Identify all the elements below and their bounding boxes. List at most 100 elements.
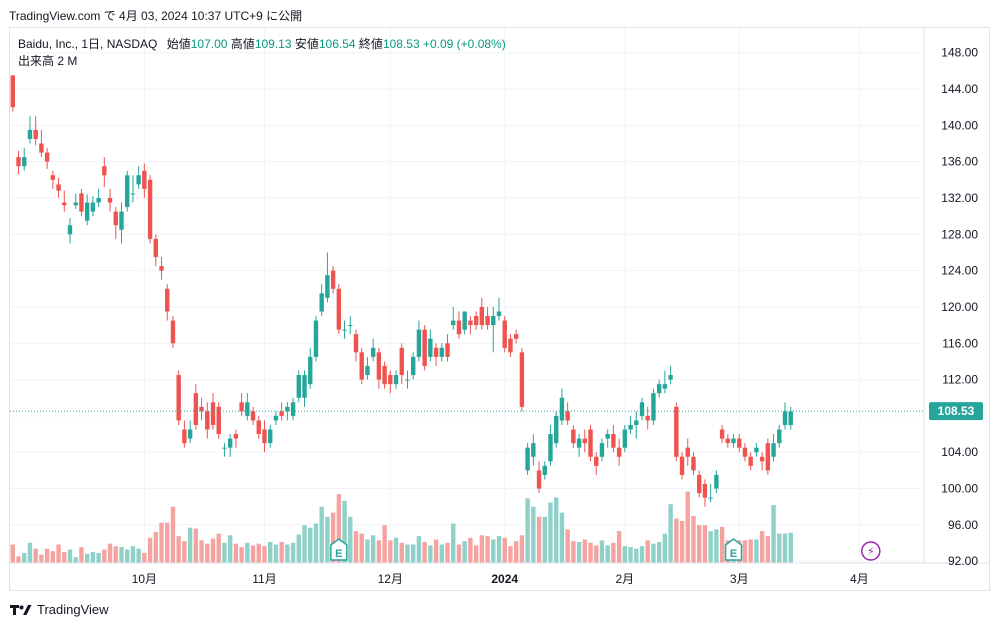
candle-body (44, 152, 50, 162)
volume-bar (691, 515, 696, 563)
volume-bar (582, 539, 587, 563)
candle-body (39, 143, 44, 153)
publish-caption: TradingView.com で 4月 03, 2024 10:37 UTC+… (9, 9, 303, 23)
candle (210, 393, 216, 430)
candle (33, 116, 38, 146)
earnings-icon (724, 538, 743, 561)
candle-body (788, 411, 793, 425)
candle-body (62, 202, 67, 206)
volume-bars (10, 491, 793, 563)
earnings-letter: E (730, 548, 737, 560)
candle (153, 234, 158, 267)
volume-bar (645, 540, 650, 563)
candle (439, 343, 444, 362)
candle (250, 406, 256, 425)
candle (256, 415, 261, 439)
volume-bar (187, 527, 193, 563)
candle (691, 452, 696, 475)
earnings-marker[interactable]: E (330, 538, 348, 561)
candle (451, 306, 456, 330)
time-axis[interactable]: 10月 11月 12月 2024 2月 3月 4月 (132, 572, 869, 586)
candle (245, 393, 250, 421)
candle (485, 306, 490, 330)
earnings-marker[interactable]: E (724, 538, 743, 561)
earnings-icon (330, 538, 348, 561)
volume-value: 2 M (57, 54, 78, 68)
candle-body (119, 211, 124, 230)
candle-body (513, 334, 519, 339)
candle-body (691, 456, 696, 471)
candle-body (22, 157, 27, 167)
candle-body (433, 347, 439, 357)
volume-bar (142, 552, 147, 563)
price-axis[interactable]: 92.0096.00100.00104.00108.00112.00116.00… (941, 46, 978, 568)
candle-body (342, 329, 347, 331)
volume-bar (651, 543, 656, 563)
volume-bar (599, 540, 605, 563)
candle-body (10, 75, 15, 108)
close-label: 終値 (358, 37, 383, 51)
tradingview-logo-icon (10, 604, 32, 615)
candle-body (742, 447, 748, 457)
candle-body (79, 193, 84, 212)
volume-bar (353, 531, 359, 563)
candle (679, 452, 685, 480)
volume-bar (73, 557, 78, 563)
time-tick-label: 3月 (730, 572, 749, 586)
candle-body (113, 211, 118, 226)
candle (279, 402, 284, 421)
candle-body (594, 456, 599, 466)
candle-body (245, 402, 250, 416)
price-tick-label: 96.00 (948, 518, 978, 532)
candle-body (153, 238, 158, 258)
volume-bar (130, 546, 136, 563)
candle (50, 170, 56, 189)
dividend-marker[interactable]: ⚡ (861, 541, 881, 561)
candlestick-chart[interactable]: 92.0096.00100.00104.00108.00112.00116.00… (10, 28, 989, 590)
volume-bar (485, 536, 490, 563)
candle (159, 257, 164, 280)
candle-body (748, 456, 753, 466)
volume-bar (330, 512, 336, 563)
candle-body (639, 402, 645, 416)
candle (628, 415, 633, 435)
open-value: 107.00 (190, 37, 228, 51)
candle-body (296, 375, 301, 398)
candle-body (222, 447, 227, 449)
candle (731, 434, 736, 448)
candle-body (96, 197, 101, 203)
candle-body (176, 375, 181, 421)
candle (411, 352, 416, 380)
volume-bar (479, 535, 485, 563)
volume-bar (548, 502, 553, 563)
candle-body (193, 393, 199, 425)
volume-bar (559, 512, 565, 563)
volume-bar (788, 532, 793, 563)
candle (754, 443, 759, 457)
candle (548, 424, 553, 466)
candle-body (473, 316, 479, 326)
candle (422, 325, 427, 371)
candle (113, 207, 118, 239)
candle (56, 178, 61, 198)
volume-bar (411, 544, 416, 563)
last-price-label: 108.53 (938, 404, 975, 418)
volume-bar (542, 516, 547, 563)
close-value: 108.53 (382, 37, 420, 51)
volume-bar (308, 527, 313, 563)
candle (765, 438, 771, 475)
candle (468, 316, 473, 335)
volume-bar (205, 543, 210, 563)
tradingview-brand: TradingView (37, 602, 109, 617)
volume-bar (468, 537, 473, 563)
candle (599, 438, 605, 462)
candle (571, 424, 576, 448)
candle-body (199, 406, 204, 412)
candle (742, 443, 748, 462)
candle (559, 388, 565, 425)
candle-body (611, 434, 616, 448)
candle (27, 116, 33, 144)
candle (365, 356, 370, 380)
tradingview-footer[interactable]: TradingView (10, 602, 109, 617)
volume-bar (319, 506, 324, 563)
